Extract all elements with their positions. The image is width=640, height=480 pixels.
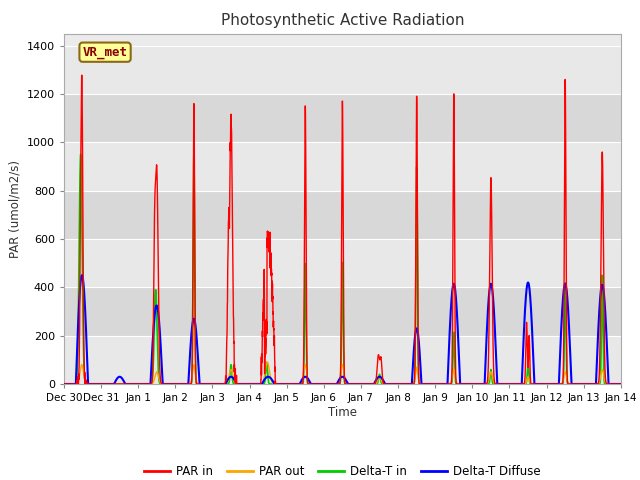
- Bar: [64, 94, 621, 143]
- Title: Photosynthetic Active Radiation: Photosynthetic Active Radiation: [221, 13, 464, 28]
- X-axis label: Time: Time: [328, 406, 357, 419]
- Legend: PAR in, PAR out, Delta-T in, Delta-T Diffuse: PAR in, PAR out, Delta-T in, Delta-T Dif…: [139, 461, 546, 480]
- Bar: [64, 336, 621, 384]
- Bar: [64, 143, 621, 191]
- Y-axis label: PAR (umol/m2/s): PAR (umol/m2/s): [8, 160, 21, 258]
- Bar: [64, 288, 621, 336]
- Bar: [64, 191, 621, 239]
- Bar: [64, 239, 621, 288]
- Bar: [64, 46, 621, 94]
- Text: VR_met: VR_met: [83, 46, 127, 59]
